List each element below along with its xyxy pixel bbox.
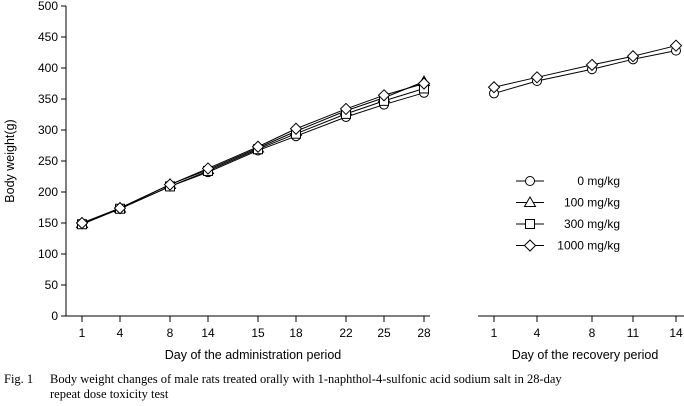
x-tick-label-0-6: 22: [339, 326, 353, 340]
series-line-2-administration: [81, 87, 425, 225]
y-tick-label-450: 450: [38, 30, 58, 44]
point-3-recovery-4: [669, 39, 683, 52]
series-line-0-recovery: [493, 50, 677, 94]
y-tick-label-250: 250: [38, 154, 58, 168]
point-3-administration-4: [251, 140, 265, 153]
x-tick-label-1-3: 11: [627, 326, 640, 340]
y-tick-label-350: 350: [38, 92, 58, 106]
legend-marker-2: [525, 219, 535, 229]
point-3-recovery-1: [530, 71, 544, 84]
figure-number: Fig. 1: [4, 372, 34, 386]
point-3-administration-5: [289, 122, 303, 135]
point-3-recovery-3: [626, 50, 640, 63]
legend-label-1: 100 mg/kg: [564, 196, 620, 210]
y-tick-label-500: 500: [38, 0, 58, 13]
x-tick-label-1-1: 4: [534, 326, 541, 340]
caption-line-1: Body weight changes of male rats treated…: [50, 372, 562, 386]
body-weight-chart: 0 50 100 150 200 250 300 350 400 450 500 Body weigh…: [3, 0, 684, 362]
point-3-administration-7: [377, 89, 391, 102]
x-tick-label-0-2: 8: [167, 326, 174, 340]
x-tick-label-0-5: 18: [289, 326, 303, 340]
x-axis-title-1: Day of the recovery period: [512, 348, 659, 362]
y-tick-label-0: 0: [51, 309, 58, 323]
legend-marker-3: [523, 239, 537, 252]
y-tick-label-400: 400: [38, 61, 58, 75]
x-tick-label-1-0: 1: [491, 326, 498, 340]
y-tick-label-300: 300: [38, 123, 58, 137]
point-3-recovery-2: [585, 58, 599, 72]
y-tick-label-50: 50: [45, 278, 59, 292]
x-axis-title-0: Day of the administration period: [165, 348, 342, 362]
legend-label-0: 0 mg/kg: [577, 174, 620, 188]
point-3-administration-2: [163, 178, 177, 191]
point-3-administration-1: [113, 201, 127, 215]
point-3-recovery-0: [487, 81, 501, 94]
x-tick-label-0-4: 15: [251, 326, 265, 340]
point-3-administration-3: [201, 162, 215, 175]
y-tick-label-200: 200: [38, 185, 58, 199]
y-axis-title: Body weight(g): [3, 119, 17, 202]
legend-marker-1: [523, 196, 537, 207]
legend-marker-0: [525, 176, 535, 186]
caption-line-2: repeat dose toxicity test: [50, 387, 169, 401]
point-3-administration-8: [417, 77, 431, 90]
series-line-3-recovery: [493, 45, 677, 88]
figure-caption: Fig. 1 Body weight changes of male rats t…: [4, 372, 680, 402]
y-tick-label-150: 150: [38, 216, 58, 230]
legend-label-3: 1000 mg/kg: [557, 239, 620, 253]
legend-label-2: 300 mg/kg: [564, 217, 620, 231]
x-tick-label-0-1: 4: [117, 326, 124, 340]
x-tick-label-1-4: 14: [669, 326, 683, 340]
point-3-administration-6: [339, 102, 353, 116]
x-tick-label-0-8: 28: [417, 326, 431, 340]
x-tick-label-0-7: 25: [377, 326, 391, 340]
x-tick-label-1-2: 8: [589, 326, 596, 340]
x-tick-label-0-0: 1: [79, 326, 86, 340]
x-tick-label-0-3: 14: [201, 326, 215, 340]
point-3-administration-0: [75, 216, 89, 230]
y-tick-label-100: 100: [38, 247, 58, 261]
series-line-0-administration: [81, 92, 425, 225]
